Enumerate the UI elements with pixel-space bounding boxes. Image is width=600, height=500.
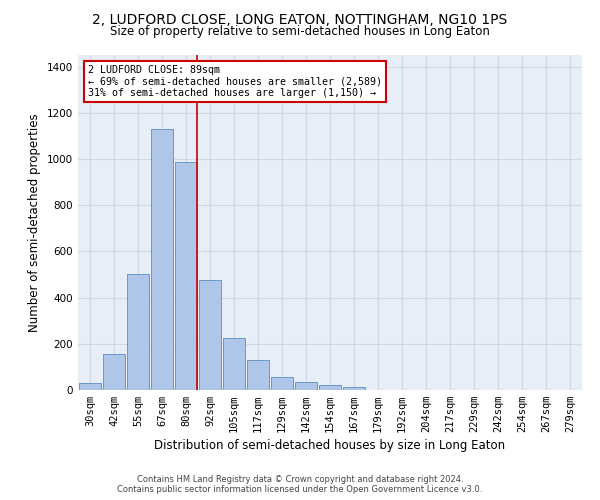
Bar	[271, 378, 293, 390]
Bar	[247, 360, 269, 390]
Bar	[175, 162, 197, 390]
Text: 2, LUDFORD CLOSE, LONG EATON, NOTTINGHAM, NG10 1PS: 2, LUDFORD CLOSE, LONG EATON, NOTTINGHAM…	[92, 12, 508, 26]
Y-axis label: Number of semi-detached properties: Number of semi-detached properties	[28, 113, 41, 332]
Bar	[223, 338, 245, 390]
Text: Contains HM Land Registry data © Crown copyright and database right 2024.
Contai: Contains HM Land Registry data © Crown c…	[118, 474, 482, 494]
Bar	[103, 354, 125, 390]
Bar	[343, 387, 365, 390]
X-axis label: Distribution of semi-detached houses by size in Long Eaton: Distribution of semi-detached houses by …	[154, 440, 506, 452]
Bar	[319, 385, 341, 390]
Bar	[127, 274, 149, 390]
Bar	[199, 280, 221, 390]
Text: 2 LUDFORD CLOSE: 89sqm
← 69% of semi-detached houses are smaller (2,589)
31% of : 2 LUDFORD CLOSE: 89sqm ← 69% of semi-det…	[88, 65, 382, 98]
Bar	[79, 383, 101, 390]
Bar	[295, 382, 317, 390]
Bar	[151, 129, 173, 390]
Text: Size of property relative to semi-detached houses in Long Eaton: Size of property relative to semi-detach…	[110, 25, 490, 38]
